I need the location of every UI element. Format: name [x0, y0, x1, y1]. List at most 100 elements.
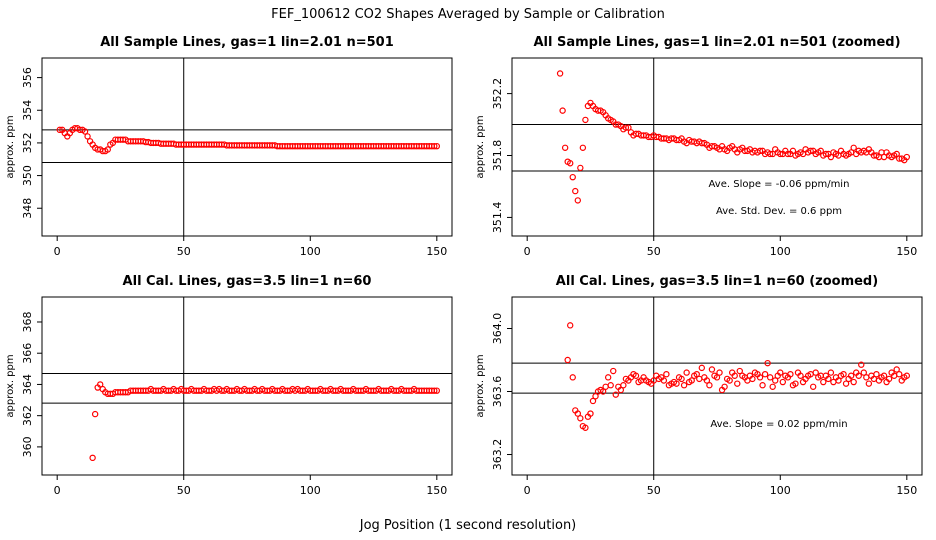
data-point	[84, 133, 91, 140]
data-point	[582, 116, 589, 124]
y-tick-label: 363.6	[491, 376, 504, 408]
x-tick-label: 150	[426, 484, 447, 497]
annotation-text: Ave. Slope = -0.06 ppm/min	[709, 179, 850, 190]
data-point	[825, 375, 832, 383]
plot-frame	[511, 57, 923, 237]
data-point	[589, 397, 597, 405]
y-tick-label: 366	[21, 343, 34, 364]
data-point	[858, 361, 865, 368]
data-point	[567, 160, 574, 167]
x-tick-label: 100	[770, 484, 791, 497]
data-point	[756, 147, 764, 155]
chart-panel: All Cal. Lines, gas=3.5 lin=1 n=60 (zoom…	[475, 274, 923, 497]
data-point	[559, 107, 566, 114]
data-point	[564, 356, 571, 364]
data-point	[592, 393, 599, 400]
data-point	[766, 150, 774, 158]
chart-panel: All Sample Lines, gas=1 lin=2.01 n=501 0 5…	[5, 35, 453, 258]
y-tick-label: 354	[21, 100, 34, 121]
y-axis-label: approx. ppm	[475, 354, 486, 417]
data-point	[792, 380, 799, 387]
data-point	[660, 377, 668, 384]
y-tick-label: 368	[21, 311, 34, 332]
data-point	[736, 367, 743, 375]
data-point	[842, 380, 850, 387]
annotation-text: Ave. Std. Dev. = 0.6 ppm	[716, 206, 842, 217]
data-point	[678, 375, 685, 383]
x-tick-label: 50	[647, 484, 661, 497]
data-point	[706, 382, 713, 389]
data-point	[556, 70, 564, 77]
data-point	[688, 377, 695, 384]
chart-panel: All Cal. Lines, gas=3.5 lin=1 n=60 0 50 100…	[5, 274, 453, 497]
figure-title: FEF_100612 CO2 Shapes Averaged by Sample…	[271, 7, 665, 22]
data-points	[556, 70, 911, 204]
annotation-text: Ave. Slope = 0.02 ppm/min	[710, 419, 847, 430]
x-tick-label: 150	[896, 484, 917, 497]
data-point	[620, 382, 627, 389]
data-point	[572, 187, 579, 195]
x-tick-label: 0	[524, 484, 531, 497]
data-points	[89, 381, 441, 462]
y-tick-label: 351.8	[491, 140, 504, 172]
data-point	[97, 381, 104, 388]
x-tick-label: 50	[177, 484, 191, 497]
data-point	[610, 367, 617, 375]
data-point	[716, 369, 723, 376]
data-point	[820, 378, 827, 386]
data-point	[604, 374, 612, 381]
data-points	[564, 322, 911, 431]
data-point	[625, 124, 632, 131]
data-points	[56, 125, 441, 155]
data-point	[622, 124, 630, 131]
x-tick-label: 150	[426, 245, 447, 258]
data-point	[561, 144, 569, 151]
y-tick-label: 352	[21, 132, 34, 153]
data-point	[569, 374, 576, 381]
data-point	[903, 372, 911, 379]
data-point	[713, 374, 721, 381]
data-point	[827, 369, 835, 376]
y-axis-label: approx. ppm	[5, 354, 16, 417]
data-point	[683, 369, 690, 376]
panels: All Sample Lines, gas=1 lin=2.01 n=501 0 5…	[5, 35, 923, 497]
data-point	[617, 386, 625, 394]
data-point	[433, 142, 441, 150]
x-tick-label: 0	[524, 245, 531, 258]
data-point	[104, 146, 112, 153]
y-tick-label: 362	[21, 405, 34, 426]
data-point	[431, 142, 438, 150]
y-tick-label: 364	[21, 374, 34, 395]
data-point	[693, 370, 700, 378]
data-point	[860, 369, 867, 376]
data-point	[855, 372, 862, 379]
data-point	[567, 322, 574, 329]
y-tick-label: 360	[21, 436, 34, 457]
data-point	[602, 383, 609, 390]
data-point	[903, 153, 911, 161]
data-point	[893, 150, 900, 158]
data-point	[835, 377, 842, 384]
data-point	[769, 383, 776, 390]
data-point	[81, 128, 89, 135]
data-point	[587, 410, 594, 417]
x-tick-label: 50	[647, 245, 661, 258]
data-point	[880, 372, 888, 379]
figure-xlabel: Jog Position (1 second resolution)	[359, 518, 577, 533]
chart-title: All Cal. Lines, gas=3.5 lin=1 n=60 (zoom…	[556, 274, 878, 289]
data-point	[766, 374, 774, 381]
data-point	[708, 366, 716, 373]
data-point	[577, 415, 584, 422]
data-point	[850, 378, 857, 386]
data-point	[721, 383, 728, 390]
plot-frame	[511, 296, 923, 476]
data-point	[896, 370, 903, 378]
data-point	[696, 375, 703, 383]
data-point	[680, 382, 688, 389]
data-point	[865, 380, 873, 387]
data-point	[756, 374, 764, 381]
data-point	[777, 150, 784, 158]
data-point	[663, 370, 670, 378]
data-point	[569, 173, 576, 181]
